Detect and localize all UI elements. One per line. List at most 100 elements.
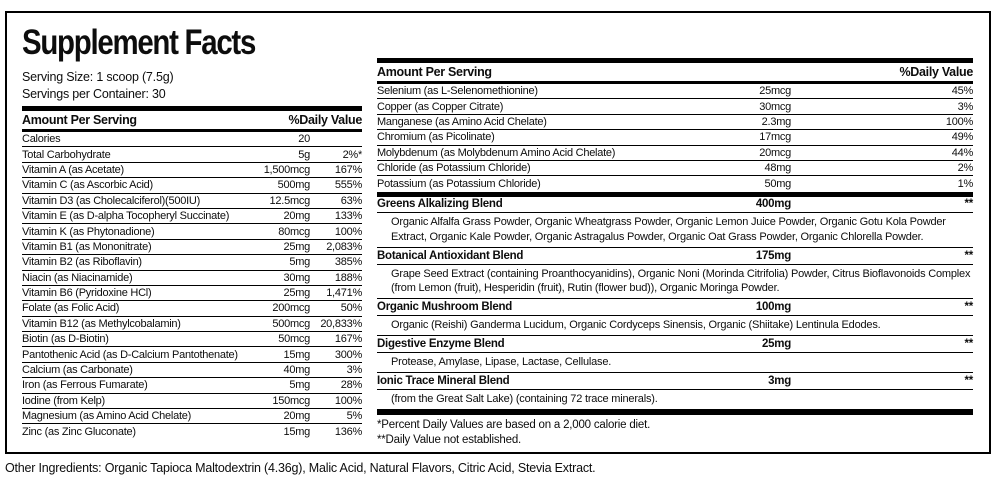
nutrient-name: Calories (22, 133, 61, 146)
divider-bar-thick (22, 106, 362, 111)
nutrient-amount: 20mcg (759, 146, 791, 159)
blend-amount: 400mg (755, 198, 791, 211)
nutrient-row: Vitamin B12 (as Methylcobalamin) 500mcg … (22, 317, 362, 333)
nutrient-daily-value: 1% (957, 178, 974, 191)
nutrient-row: Pantothenic Acid (as D-Calcium Pantothen… (22, 347, 362, 363)
nutrient-daily-value: 1,471% (326, 287, 362, 300)
blend-daily-value: ** (964, 338, 974, 351)
nutrient-amount: 15mg (283, 426, 310, 439)
nutrient-daily-value: 300% (334, 348, 362, 361)
nutrient-name: Iron (as Ferrous Fumarate) (22, 379, 148, 392)
nutrient-row: Zinc (as Zinc Gluconate) 15mg 136% (22, 424, 362, 439)
nutrient-row: Vitamin D3 (as Cholecalciferol)(500IU) 1… (22, 194, 362, 209)
nutrient-row: Biotin (as D-Biotin) 50mcg 167% (22, 332, 362, 348)
nutrient-daily-value: 28% (340, 379, 363, 392)
blend-description: Organic Alfalfa Grass Powder, Organic Wh… (377, 213, 973, 249)
nutrient-amount: 2.3mg (761, 115, 792, 128)
nutrient-daily-value: 167% (334, 333, 362, 346)
right-table-header: Amount Per Serving %Daily Value (377, 63, 973, 81)
nutrient-daily-value: 5% (346, 410, 363, 423)
serving-size: Serving Size: 1 scoop (7.5g) (22, 70, 174, 84)
nutrient-row: Selenium (as L-Selenomethionine) 25mcg 4… (377, 84, 973, 100)
blend-section: Greens Alkalizing Blend 400mg ** Organic… (377, 197, 973, 249)
nutrient-name: Vitamin B12 (as Methylcobalamin) (22, 317, 181, 330)
nutrient-name: Iodine (from Kelp) (22, 394, 105, 407)
blend-description: (from the Great Salt Lake) (containing 7… (391, 392, 658, 405)
blend-sections: Greens Alkalizing Blend 400mg ** Organic… (377, 197, 973, 409)
nutrient-row: Calcium (as Carbonate) 40mg 3% (22, 363, 363, 379)
nutrient-daily-value: 44% (951, 146, 974, 159)
nutrient-daily-value: 555% (334, 179, 362, 192)
nutrient-row: Chromium (as Picolinate) 17mcg 49% (377, 130, 973, 146)
nutrient-row: Molybdenum (as Molybdenum Amino Acid Che… (377, 146, 973, 161)
blend-header-row: Digestive Enzyme Blend 25mg ** (377, 336, 973, 353)
nutrient-amount: 20 (298, 133, 310, 146)
footnote-daily-values: *Percent Daily Values are based on a 2,0… (377, 419, 651, 432)
nutrient-name: Total Carbohydrate (22, 148, 111, 161)
blend-header-row: Greens Alkalizing Blend 400mg ** (377, 197, 973, 214)
nutrient-row: Vitamin E (as D-alpha Tocopheryl Succina… (22, 209, 362, 225)
divider-bar-footnote (377, 409, 973, 416)
nutrient-amount: 500mg (277, 179, 311, 192)
nutrient-name: Chromium (as Picolinate) (377, 131, 495, 144)
blend-amount: 3mg (768, 374, 791, 387)
nutrient-name: Vitamin C (as Ascorbic Acid) (22, 179, 153, 192)
nutrient-name: Biotin (as D-Biotin) (22, 333, 109, 346)
blend-amount: 100mg (755, 301, 791, 314)
footnote-not-established: **Daily Value not established. (377, 434, 522, 447)
footnotes: *Percent Daily Values are based on a 2,0… (377, 418, 973, 448)
nutrient-daily-value: 2,083% (326, 240, 362, 253)
nutrient-name: Niacin (as Niacinamide) (22, 271, 133, 284)
nutrient-daily-value: 2%* (342, 148, 363, 161)
nutrient-name: Molybdenum (as Molybdenum Amino Acid Che… (377, 146, 616, 159)
blend-daily-value: ** (964, 374, 974, 387)
nutrient-row: Calories 20 (22, 132, 362, 148)
header-amount-per-serving: Amount Per Serving (22, 113, 137, 127)
nutrient-daily-value: 3% (957, 100, 974, 113)
left-column: Supplement Facts Serving Size: 1 scoop (… (22, 23, 362, 440)
nutrient-amount: 20mg (283, 410, 310, 423)
nutrient-name: Folate (as Folic Acid) (22, 302, 120, 315)
blend-name: Greens Alkalizing Blend (377, 198, 503, 211)
nutrient-name: Vitamin D3 (as Cholecalciferol)(500IU) (22, 194, 200, 207)
blend-section: Botanical Antioxidant Blend 175mg ** Gra… (377, 248, 973, 300)
nutrient-amount: 30mg (283, 271, 310, 284)
supplement-facts-panel: Supplement Facts Serving Size: 1 scoop (… (5, 11, 991, 454)
other-ingredients: Other Ingredients: Organic Tapioca Malto… (5, 461, 596, 475)
nutrient-amount: 12.5mcg (269, 194, 311, 207)
nutrient-amount: 50mcg (278, 333, 310, 346)
blend-header-row: Botanical Antioxidant Blend 175mg ** (377, 248, 973, 265)
nutrient-name: Calcium (as Carbonate) (22, 364, 133, 377)
nutrient-row: Vitamin B1 (as Mononitrate) 25mg 2,083% (22, 240, 362, 256)
left-nutrient-rows: Calories 20 Total Carbohydrate 5g 2%* Vi… (22, 132, 362, 440)
serving-info: Serving Size: 1 scoop (7.5g) Servings pe… (22, 69, 362, 102)
servings-per-container: Servings per Container: 30 (22, 86, 166, 101)
blend-name: Digestive Enzyme Blend (377, 338, 505, 351)
nutrient-amount: 15mg (283, 348, 310, 361)
nutrient-name: Vitamin E (as D-alpha Tocopheryl Succina… (22, 210, 230, 223)
blend-description: Protease, Amylase, Lipase, Lactase, Cell… (377, 353, 973, 374)
blend-daily-value: ** (964, 249, 974, 262)
blend-header-row: Ionic Trace Mineral Blend 3mg ** (377, 373, 973, 390)
nutrient-name: Vitamin K (as Phytonadione) (22, 225, 155, 238)
nutrient-daily-value: 2% (957, 162, 974, 175)
divider-bar-thick (377, 191, 973, 197)
nutrient-row: Niacin (as Niacinamide) 30mg 188% (22, 271, 362, 286)
blend-section: Digestive Enzyme Blend 25mg ** Protease,… (377, 336, 973, 374)
blend-name: Botanical Antioxidant Blend (377, 249, 524, 262)
nutrient-daily-value: 188% (334, 271, 362, 284)
nutrient-row: Vitamin K (as Phytonadione) 80mcg 100% (22, 224, 362, 240)
nutrient-name: Chloride (as Potassium Chloride) (377, 162, 531, 175)
divider-bar-medium (377, 81, 973, 84)
nutrient-daily-value: 136% (334, 426, 362, 439)
blend-daily-value: ** (964, 198, 974, 211)
nutrient-row: Manganese (as Amino Acid Chelate) 2.3mg … (377, 115, 973, 131)
right-column: Amount Per Serving %Daily Value Selenium… (377, 58, 973, 448)
nutrient-amount: 50mg (764, 178, 791, 191)
nutrient-amount: 5mg (289, 256, 310, 269)
nutrient-amount: 25mcg (759, 85, 791, 98)
nutrient-name: Magnesium (as Amino Acid Chelate) (22, 410, 192, 423)
nutrient-amount: 25mg (283, 240, 310, 253)
nutrient-name: Manganese (as Amino Acid Chelate) (377, 115, 547, 128)
nutrient-daily-value: 3% (346, 364, 363, 377)
